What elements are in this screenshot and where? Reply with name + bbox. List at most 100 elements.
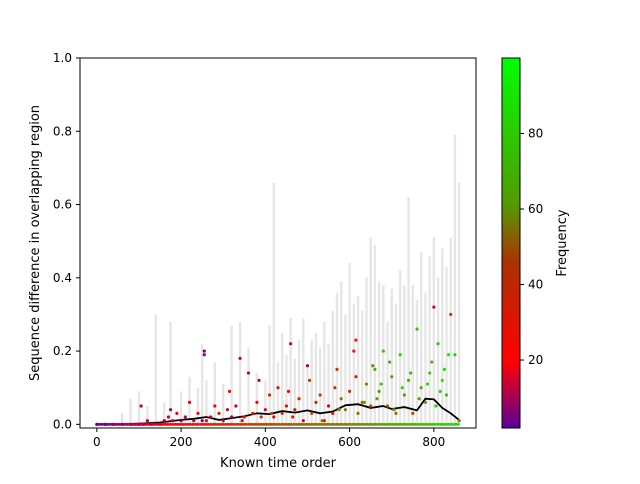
scatter-point	[227, 389, 232, 393]
scatter-point	[188, 422, 192, 426]
scatter-point	[287, 422, 291, 426]
scatter-point	[335, 367, 339, 371]
scatter-point	[434, 404, 438, 408]
scatter-point	[138, 422, 142, 426]
background-bars	[120, 134, 461, 425]
scatter-point	[226, 422, 230, 426]
scatter-point	[175, 411, 179, 415]
scatter-point	[236, 422, 240, 426]
scatter-point	[143, 422, 147, 426]
scatter-point	[398, 353, 402, 357]
scatter-point	[291, 415, 295, 419]
scatter-point	[457, 419, 461, 423]
scatter-point	[286, 389, 291, 393]
colorbar-label: Frequency	[555, 209, 570, 276]
scatter-point	[206, 422, 210, 426]
scatter-point	[423, 422, 427, 426]
scatter-point	[113, 422, 117, 426]
y-axis-ticks: 0.0 0.2 0.4 0.6 0.8 1.0	[53, 51, 80, 431]
scatter-point	[365, 422, 369, 426]
scatter-point	[403, 422, 407, 426]
scatter-point	[257, 422, 261, 426]
scatter-point	[284, 404, 289, 408]
scatter-point	[272, 415, 276, 419]
scatter-point	[373, 367, 377, 371]
scatter-point	[441, 422, 445, 426]
scatter-point	[209, 422, 213, 426]
scatter-point	[208, 415, 213, 419]
scatter-point	[408, 422, 412, 426]
scatter-point	[436, 342, 440, 346]
scatter-point	[333, 386, 337, 390]
scatter-point	[166, 422, 170, 426]
scatter-point	[224, 422, 228, 426]
scatter-point	[120, 422, 124, 426]
scatter-point	[317, 422, 321, 426]
scatter-point	[293, 408, 297, 412]
scatter-point	[238, 356, 242, 360]
scatter-point	[453, 353, 457, 357]
scatter-point	[386, 422, 390, 426]
scatter-point	[396, 422, 400, 426]
scatter-point	[360, 422, 364, 426]
y-tick-label: 0.2	[53, 344, 72, 358]
scatter-point	[331, 411, 335, 415]
scatter-point	[234, 404, 238, 408]
scatter-point	[246, 371, 251, 375]
scatter-point	[145, 422, 149, 426]
scatter-point	[179, 419, 183, 423]
scatter-point	[305, 422, 309, 426]
scatter-point	[123, 422, 127, 426]
scatter-point	[171, 419, 175, 423]
scatter-point	[168, 408, 173, 412]
scatter-point	[274, 422, 278, 426]
scatter-point	[158, 422, 162, 426]
scatter-point	[181, 422, 185, 426]
scatter-point	[234, 422, 238, 426]
scatter-point	[276, 386, 280, 390]
scatter-point	[428, 371, 432, 375]
scatter-point	[300, 422, 304, 426]
scatter-point	[394, 411, 398, 415]
scatter-points	[95, 305, 461, 426]
scatter-point	[183, 422, 187, 426]
scatter-point	[128, 422, 132, 426]
scatter-point	[240, 419, 244, 423]
scatter-point	[178, 422, 182, 426]
scatter-point	[168, 422, 172, 426]
scatter-point	[322, 422, 326, 426]
scatter-point	[264, 422, 268, 426]
scatter-point	[406, 378, 411, 382]
scatter-point	[263, 408, 267, 412]
scatter-point	[419, 386, 423, 390]
scatter-point	[219, 422, 223, 426]
scatter-point	[229, 422, 233, 426]
scatter-point	[148, 422, 152, 426]
scatter-point	[133, 422, 137, 426]
scatter-point	[431, 422, 435, 426]
colorbar-ticks: 20 40 60 80	[520, 127, 543, 367]
scatter-point	[213, 404, 217, 408]
scatter-point	[241, 422, 245, 426]
scatter-point	[200, 419, 204, 423]
scatter-point	[320, 419, 324, 423]
scatter-point	[267, 393, 272, 397]
scatter-point	[377, 389, 381, 393]
scatter-point	[429, 422, 433, 426]
x-tick-label: 600	[338, 435, 361, 449]
scatter-point	[145, 419, 150, 423]
scatter-point	[221, 422, 225, 426]
scatter-point	[325, 422, 329, 426]
scatter-point	[388, 360, 392, 364]
scatter-point	[444, 393, 449, 397]
scatter-point	[249, 422, 253, 426]
scatter-point	[332, 422, 336, 426]
scatter-point	[385, 404, 390, 408]
plot-frame	[79, 57, 477, 429]
rolling-mean-line	[96, 397, 460, 426]
x-axis-ticks: 0 200 400 600 800	[93, 428, 445, 449]
scatter-point	[251, 411, 255, 415]
scatter-point	[451, 422, 455, 426]
scatter-point	[418, 422, 422, 426]
